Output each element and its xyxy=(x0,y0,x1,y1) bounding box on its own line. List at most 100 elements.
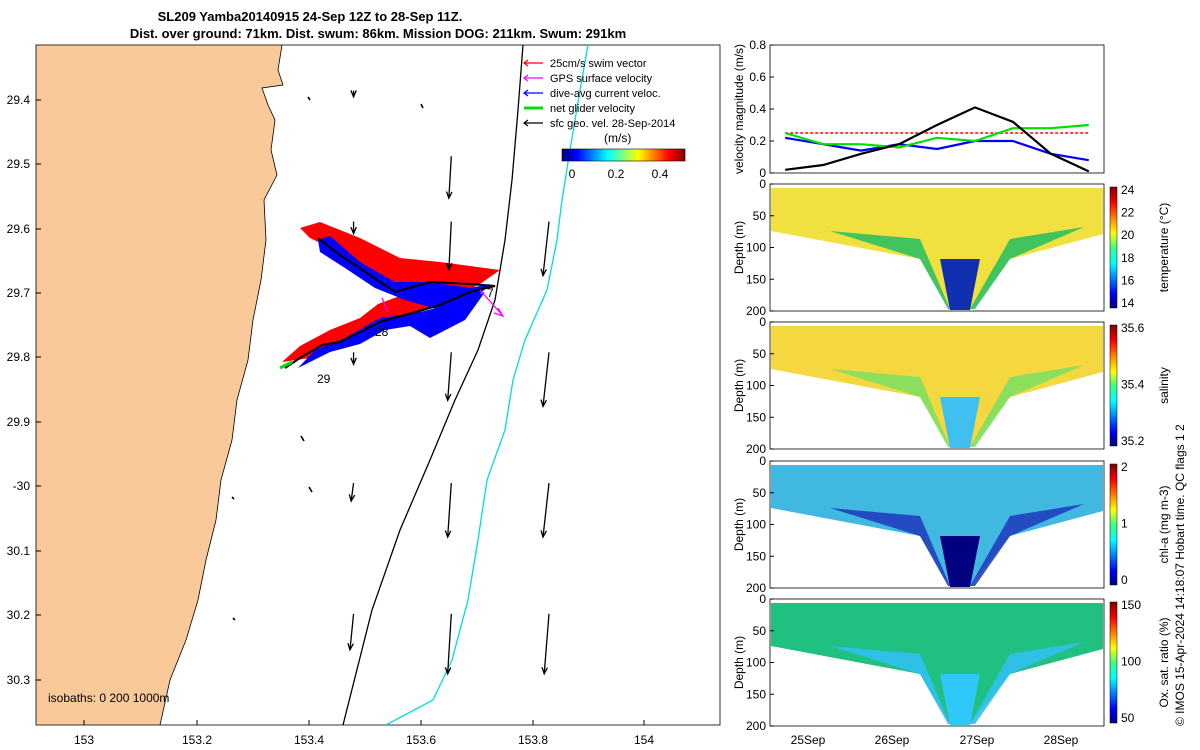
section-field-upper xyxy=(771,326,1103,447)
map-x-tick-label: 153.6 xyxy=(406,733,436,747)
geo-vector xyxy=(542,221,550,276)
section-y-tick-label: 0 xyxy=(759,177,766,191)
section-y-tick-label: 150 xyxy=(746,549,766,563)
glider-track xyxy=(284,237,496,369)
map-colorbar-label: (m/s) xyxy=(604,131,631,145)
section-cb-tick-label: 14 xyxy=(1121,296,1135,310)
geo-vector-head xyxy=(445,262,453,272)
section-field-lower xyxy=(830,642,1084,724)
section-y-tick-label: 150 xyxy=(746,272,766,286)
velocity-y-tick-label: 0 xyxy=(759,166,766,180)
section-cb-tick-label: 20 xyxy=(1121,228,1135,242)
section-field-lower xyxy=(830,365,1084,447)
section-cb-tick-label: 24 xyxy=(1121,183,1135,197)
geo-vector xyxy=(350,482,355,502)
section-y-tick-label: 50 xyxy=(753,347,767,361)
net-glider-velocity-arrow xyxy=(279,360,293,370)
geo-vector-head xyxy=(347,642,354,652)
day-label-28: 28 xyxy=(375,325,389,339)
legend-sfc-geo: sfc geo. vel. 28-Sep-2014 xyxy=(550,118,675,130)
section-ylabel: Depth (m) xyxy=(732,359,746,412)
velocity-y-tick-label: 0.2 xyxy=(749,134,766,148)
section-y-tick-label: 100 xyxy=(746,518,766,532)
section-y-tick-label: 50 xyxy=(753,209,767,223)
geo-vector-head xyxy=(350,90,357,99)
section-colorbar xyxy=(1109,186,1118,309)
legend-net-glider: net glider velocity xyxy=(550,103,635,115)
geo-vector xyxy=(447,352,452,401)
velocity-series xyxy=(784,106,1090,173)
section-ylabel: Depth (m) xyxy=(732,221,746,274)
sfc-geo-vectors xyxy=(347,90,550,676)
map-y-tick-label: 29.5 xyxy=(7,157,31,171)
section-salinity: 0 50 100 150 200 Depth (m) 35.6 35.4 35.2 salinit… xyxy=(732,315,1171,456)
map-legend: 25cm/s swim vector GPS surface velocity … xyxy=(523,58,675,130)
section-cb-tick-label: 35.4 xyxy=(1121,378,1145,392)
map-y-tick-label: 29.7 xyxy=(7,286,31,300)
velocity-ylabel: velocity magnitude (m/s) xyxy=(732,44,746,174)
geo-vector xyxy=(543,613,550,674)
map-y-tick-label: 29.4 xyxy=(7,93,31,107)
map-x-tick-label: 153.2 xyxy=(182,733,212,747)
legend-gps: GPS surface velocity xyxy=(550,73,653,85)
section-field-lower xyxy=(830,227,1084,309)
geo-vector-head xyxy=(350,357,357,366)
section-cblabel: Ox. sat. ratio (%) xyxy=(1157,617,1171,707)
map-colorbar xyxy=(561,148,686,162)
velocity-y-tick-label: 0.4 xyxy=(749,102,766,116)
section-cb-tick-label: 100 xyxy=(1121,655,1141,669)
section-ylabel: Depth (m) xyxy=(732,636,746,689)
section-cb-tick-label: 50 xyxy=(1121,711,1135,725)
section-cblabel: chl-a (mg m-3) xyxy=(1157,485,1171,563)
section-temperature: 0 50 100 150 200 Depth (m) 24 22 20 18 16 14 tempera… xyxy=(732,177,1171,318)
section-colorbar xyxy=(1109,463,1118,586)
section-cb-tick-label: 150 xyxy=(1121,598,1141,612)
map-y-ticks: 29.4 29.5 29.6 29.7 29.8 29.9 -30 30.1 30.2 30.3 xyxy=(7,93,41,687)
section-y-tick-label: 200 xyxy=(746,304,766,318)
geo-vector-head xyxy=(444,667,452,676)
section-cb-tick-label: 2 xyxy=(1121,460,1128,474)
day-label-7: 7 xyxy=(487,286,494,300)
section-colorbar xyxy=(1109,601,1118,724)
geo-vector-head xyxy=(445,191,453,200)
geo-vector-head xyxy=(348,494,356,503)
map-x-tick-label: 153.8 xyxy=(518,733,548,747)
island-marks xyxy=(231,96,424,621)
section-y-tick-label: 200 xyxy=(746,442,766,456)
section-cb-tick-label: 22 xyxy=(1121,206,1135,220)
section-y-tick-label: 150 xyxy=(746,410,766,424)
time-x-tick-label: 25Sep xyxy=(791,733,826,747)
map-cb-tick-1: 0.2 xyxy=(608,167,625,181)
map-y-tick-label: 29.8 xyxy=(7,350,31,364)
legend-dive-avg: dive-avg current veloc. xyxy=(550,88,661,100)
section-cb-tick-label: 16 xyxy=(1121,273,1135,287)
title-line2: Dist. over ground: 71km. Dist. swum: 86k… xyxy=(130,26,626,41)
map-x-ticks: 153 153.2 153.4 153.6 153.8 154 xyxy=(74,720,654,747)
map-x-tick-label: 153.4 xyxy=(294,733,324,747)
map-x-tick-label: 154 xyxy=(634,733,654,747)
map-y-tick-label: 30.1 xyxy=(7,544,31,558)
time-x-tick-label: 26Sep xyxy=(875,733,910,747)
geo-vector-head xyxy=(540,268,547,278)
day-label-29: 29 xyxy=(317,372,331,386)
velocity-series-line xyxy=(784,123,1089,149)
map-x-tick-label: 153 xyxy=(74,733,94,747)
velocity-series-line xyxy=(785,106,1090,173)
section-ylabel: Depth (m) xyxy=(732,498,746,551)
geo-vector xyxy=(447,613,452,674)
geo-vector-head xyxy=(540,399,547,408)
gps-velocity-arrow xyxy=(381,289,505,318)
geo-vector-head xyxy=(540,530,547,539)
map-cb-tick-0: 0 xyxy=(569,167,576,181)
isobath-200m xyxy=(342,45,524,725)
section-field-deep xyxy=(940,397,980,448)
velocity-y-tick-label: 0.8 xyxy=(749,38,766,52)
velocity-y-ticks: 0 0.2 0.4 0.6 0.8 xyxy=(749,38,774,180)
geo-vector xyxy=(542,483,550,538)
section-y-tick-label: 100 xyxy=(746,656,766,670)
geo-vector xyxy=(542,352,550,407)
map-panel: 153 153.2 153.4 153.6 153.8 154 29.429.529.62… xyxy=(7,44,721,747)
time-x-ticks: 25Sep 26Sep 27Sep 28Sep xyxy=(791,733,1079,747)
